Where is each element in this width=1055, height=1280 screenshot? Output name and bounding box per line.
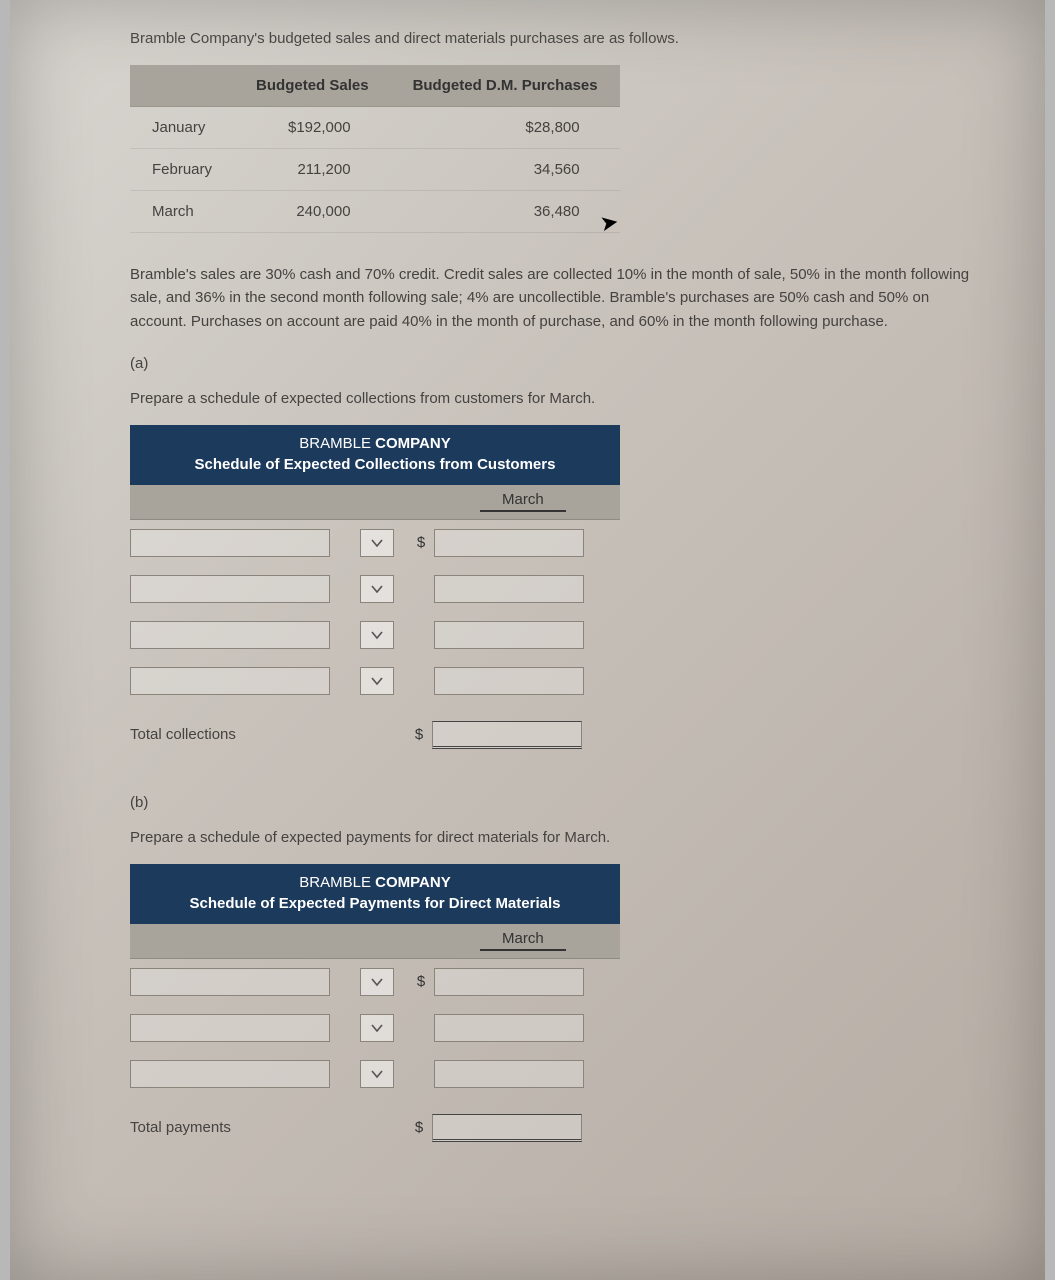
dropdown-toggle[interactable]: [360, 667, 394, 695]
chevron-down-icon: [371, 537, 383, 549]
amount-input[interactable]: [434, 575, 584, 603]
budget-table: Budgeted Sales Budgeted D.M. Purchases J…: [130, 65, 620, 233]
schedule-a: BRAMBLE COMPANY Schedule of Expected Col…: [130, 425, 620, 760]
chevron-down-icon: [371, 1022, 383, 1034]
schedule-row: [130, 658, 620, 704]
chevron-down-icon: [371, 1068, 383, 1080]
month-cell: January: [130, 107, 234, 149]
month-cell: March: [130, 191, 234, 233]
description-input[interactable]: [130, 1060, 330, 1088]
schedule-row: [130, 1005, 620, 1051]
total-label: Total payments: [130, 1119, 392, 1136]
part-b-instruction: Prepare a schedule of expected payments …: [130, 829, 985, 846]
description-input[interactable]: [130, 667, 330, 695]
amount-input[interactable]: [434, 1014, 584, 1042]
chevron-down-icon: [371, 675, 383, 687]
dropdown-toggle[interactable]: [360, 968, 394, 996]
part-a-label: (a): [130, 355, 985, 372]
worksheet-page: Bramble Company's budgeted sales and dir…: [10, 0, 1045, 1280]
currency-symbol: $: [410, 1119, 428, 1136]
sales-cell: 240,000: [234, 191, 391, 233]
sales-cell: $192,000: [234, 107, 391, 149]
schedule-row: [130, 612, 620, 658]
intro-text: Bramble Company's budgeted sales and dir…: [130, 30, 985, 47]
month-cell: February: [130, 149, 234, 191]
description-input[interactable]: [130, 575, 330, 603]
part-b-label: (b): [130, 794, 985, 811]
dropdown-toggle[interactable]: [360, 1014, 394, 1042]
chevron-down-icon: [371, 583, 383, 595]
amount-input[interactable]: [434, 968, 584, 996]
sales-cell: 211,200: [234, 149, 391, 191]
budget-header-dm: Budgeted D.M. Purchases: [391, 65, 620, 107]
amount-input[interactable]: [434, 1060, 584, 1088]
schedule-b-month-col: March: [480, 930, 566, 951]
description-input[interactable]: [130, 968, 330, 996]
total-row: Total payments $: [130, 1103, 620, 1153]
dm-cell: 36,480: [391, 191, 620, 233]
schedule-row: $: [130, 959, 620, 1005]
total-row: Total collections $: [130, 710, 620, 760]
amount-input[interactable]: [434, 621, 584, 649]
dropdown-toggle[interactable]: [360, 529, 394, 557]
amount-input[interactable]: [434, 529, 584, 557]
total-amount-input[interactable]: [432, 1114, 582, 1142]
dm-cell: $28,800: [391, 107, 620, 149]
budget-header-sales: Budgeted Sales: [234, 65, 391, 107]
description-input[interactable]: [130, 529, 330, 557]
schedule-b-subheader: March: [130, 924, 620, 959]
currency-symbol: $: [410, 726, 428, 743]
dropdown-toggle[interactable]: [360, 575, 394, 603]
budget-header-empty: [130, 65, 234, 107]
chevron-down-icon: [371, 976, 383, 988]
table-row: February 211,200 34,560: [130, 149, 620, 191]
currency-symbol: $: [412, 973, 430, 990]
schedule-a-title: BRAMBLE COMPANY Schedule of Expected Col…: [130, 425, 620, 485]
table-row: March 240,000 36,480: [130, 191, 620, 233]
schedule-a-subheader: March: [130, 485, 620, 520]
schedule-b-title: BRAMBLE COMPANY Schedule of Expected Pay…: [130, 864, 620, 924]
total-label: Total collections: [130, 726, 392, 743]
description-input[interactable]: [130, 1014, 330, 1042]
schedule-b: BRAMBLE COMPANY Schedule of Expected Pay…: [130, 864, 620, 1153]
schedule-row: $: [130, 520, 620, 566]
total-amount-input[interactable]: [432, 721, 582, 749]
schedule-row: [130, 566, 620, 612]
explanation-text: Bramble's sales are 30% cash and 70% cre…: [130, 263, 985, 333]
dropdown-toggle[interactable]: [360, 1060, 394, 1088]
part-a-instruction: Prepare a schedule of expected collectio…: [130, 390, 985, 407]
currency-symbol: $: [412, 534, 430, 551]
schedule-row: [130, 1051, 620, 1097]
chevron-down-icon: [371, 629, 383, 641]
description-input[interactable]: [130, 621, 330, 649]
dropdown-toggle[interactable]: [360, 621, 394, 649]
amount-input[interactable]: [434, 667, 584, 695]
schedule-a-month-col: March: [480, 491, 566, 512]
table-row: January $192,000 $28,800: [130, 107, 620, 149]
dm-cell: 34,560: [391, 149, 620, 191]
